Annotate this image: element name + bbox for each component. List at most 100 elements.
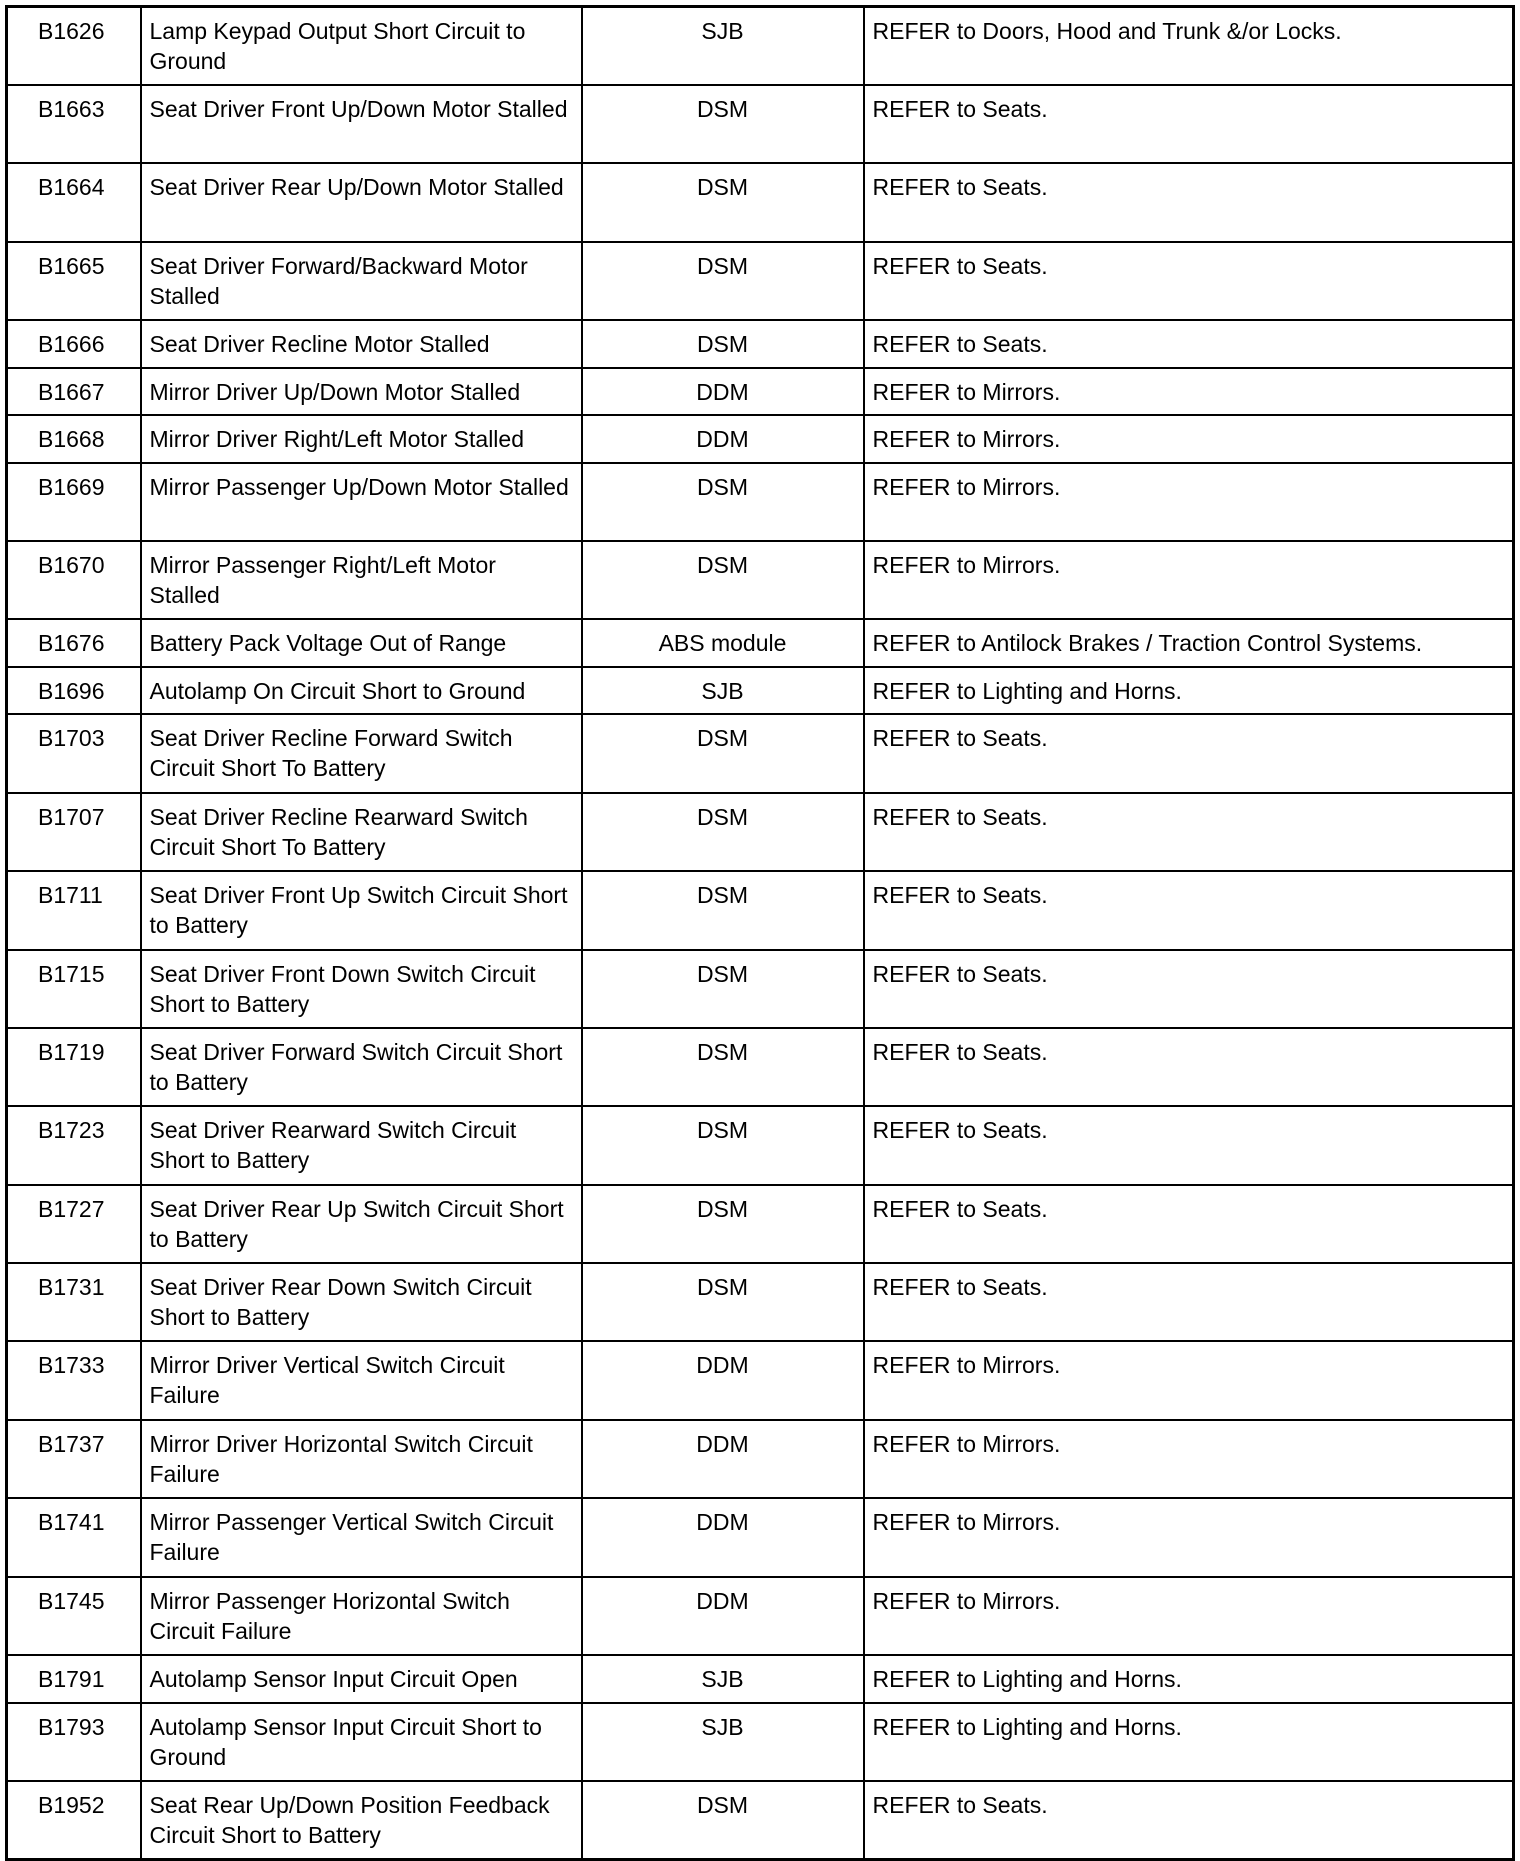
dtc-action: REFER to Mirrors.: [862, 539, 1515, 621]
dtc-description: Mirror Passenger Right/Left Motor Stalle…: [139, 539, 583, 621]
dtc-description: Autolamp Sensor Input Circuit Open: [139, 1654, 583, 1704]
table-row: B1719 Seat Driver Forward Switch Circuit …: [5, 1026, 1515, 1108]
dtc-code: B1668: [5, 414, 142, 464]
table-row: B1664 Seat Driver Rear Up/Down Motor Stal…: [5, 162, 1515, 243]
dtc-code: B1731: [5, 1262, 142, 1343]
dtc-code: B1719: [5, 1026, 142, 1108]
dtc-action: REFER to Lighting and Horns.: [862, 1701, 1515, 1782]
table-row: B1711 Seat Driver Front Up Switch Circuit…: [5, 870, 1515, 951]
dtc-description: Autolamp On Circuit Short to Ground: [139, 665, 583, 716]
dtc-module: DDM: [580, 1497, 865, 1578]
dtc-action: REFER to Seats.: [862, 1262, 1515, 1343]
dtc-description: Seat Driver Rear Up/Down Motor Stalled: [139, 162, 583, 243]
dtc-code: B1793: [5, 1701, 142, 1782]
dtc-table: B1626 Lamp Keypad Output Short Circuit to…: [5, 5, 1515, 1861]
table-row: B1669 Mirror Passenger Up/Down Motor Stal…: [5, 461, 1515, 542]
dtc-description: Seat Driver Rear Up Switch Circuit Short…: [139, 1183, 583, 1265]
dtc-code: B1669: [5, 461, 142, 542]
dtc-module: DSM: [580, 713, 865, 794]
table-row: B1737 Mirror Driver Horizontal Switch Cir…: [5, 1418, 1515, 1500]
dtc-description: Seat Driver Front Up/Down Motor Stalled: [139, 83, 583, 165]
table-row: B1667 Mirror Driver Up/Down Motor Stalled…: [5, 366, 1515, 417]
dtc-action: REFER to Mirrors.: [862, 1575, 1515, 1657]
dtc-module: DSM: [580, 1183, 865, 1265]
dtc-action: REFER to Doors, Hood and Trunk &/or Lock…: [862, 5, 1515, 86]
dtc-code: B1663: [5, 83, 142, 165]
dtc-code: B1665: [5, 240, 142, 322]
dtc-action: REFER to Mirrors.: [862, 461, 1515, 542]
dtc-description: Mirror Passenger Up/Down Motor Stalled: [139, 461, 583, 542]
dtc-code: B1737: [5, 1418, 142, 1500]
dtc-description: Seat Driver Forward Switch Circuit Short…: [139, 1026, 583, 1108]
dtc-description: Seat Driver Forward/Backward Motor Stall…: [139, 240, 583, 322]
dtc-description: Seat Driver Recline Motor Stalled: [139, 319, 583, 369]
dtc-description: Mirror Driver Horizontal Switch Circuit …: [139, 1418, 583, 1500]
dtc-module: ABS module: [580, 618, 865, 668]
dtc-code: B1741: [5, 1497, 142, 1578]
dtc-module: SJB: [580, 1654, 865, 1704]
dtc-code: B1666: [5, 319, 142, 369]
dtc-module: DSM: [580, 240, 865, 322]
dtc-action: REFER to Mirrors.: [862, 1497, 1515, 1578]
dtc-code: B1696: [5, 665, 142, 716]
dtc-module: SJB: [580, 5, 865, 86]
dtc-module: DSM: [580, 948, 865, 1029]
dtc-code: B1667: [5, 366, 142, 417]
dtc-action: REFER to Mirrors.: [862, 1340, 1515, 1421]
dtc-action: REFER to Seats.: [862, 713, 1515, 794]
dtc-action: REFER to Antilock Brakes / Traction Cont…: [862, 618, 1515, 668]
dtc-action: REFER to Seats.: [862, 870, 1515, 951]
dtc-action: REFER to Seats.: [862, 1105, 1515, 1186]
dtc-action: REFER to Seats.: [862, 1183, 1515, 1265]
table-row: B1703 Seat Driver Recline Forward Switch …: [5, 713, 1515, 794]
dtc-module: DDM: [580, 366, 865, 417]
dtc-module: DSM: [580, 162, 865, 243]
dtc-code: B1676: [5, 618, 142, 668]
dtc-table-body: B1626 Lamp Keypad Output Short Circuit to…: [5, 5, 1515, 1861]
table-row: B1663 Seat Driver Front Up/Down Motor Sta…: [5, 83, 1515, 165]
dtc-description: Autolamp Sensor Input Circuit Short to G…: [139, 1701, 583, 1782]
dtc-description: Mirror Driver Right/Left Motor Stalled: [139, 414, 583, 464]
table-row: B1707 Seat Driver Recline Rearward Switch…: [5, 791, 1515, 873]
dtc-code: B1723: [5, 1105, 142, 1186]
dtc-description: Battery Pack Voltage Out of Range: [139, 618, 583, 668]
dtc-code: B1733: [5, 1340, 142, 1421]
dtc-action: REFER to Lighting and Horns.: [862, 1654, 1515, 1704]
dtc-code: B1626: [5, 5, 142, 86]
table-row: B1952 Seat Rear Up/Down Position Feedback…: [5, 1779, 1515, 1861]
dtc-action: REFER to Mirrors.: [862, 414, 1515, 464]
table-row: B1731 Seat Driver Rear Down Switch Circui…: [5, 1262, 1515, 1343]
dtc-action: REFER to Seats.: [862, 319, 1515, 369]
table-row: B1727 Seat Driver Rear Up Switch Circuit …: [5, 1183, 1515, 1265]
dtc-action: REFER to Lighting and Horns.: [862, 665, 1515, 716]
dtc-action: REFER to Seats.: [862, 162, 1515, 243]
dtc-action: REFER to Seats.: [862, 1026, 1515, 1108]
dtc-module: DSM: [580, 870, 865, 951]
table-row: B1665 Seat Driver Forward/Backward Motor …: [5, 240, 1515, 322]
table-row: B1676 Battery Pack Voltage Out of Range AB…: [5, 618, 1515, 668]
dtc-description: Seat Driver Recline Forward Switch Circu…: [139, 713, 583, 794]
dtc-module: DDM: [580, 1418, 865, 1500]
dtc-module: DSM: [580, 1026, 865, 1108]
dtc-module: DSM: [580, 1262, 865, 1343]
table-row: B1626 Lamp Keypad Output Short Circuit to…: [5, 5, 1515, 86]
dtc-action: REFER to Seats.: [862, 83, 1515, 165]
dtc-module: SJB: [580, 665, 865, 716]
dtc-code: B1727: [5, 1183, 142, 1265]
dtc-description: Seat Driver Front Up Switch Circuit Shor…: [139, 870, 583, 951]
dtc-description: Seat Rear Up/Down Position Feedback Circ…: [139, 1779, 583, 1861]
table-row: B1791 Autolamp Sensor Input Circuit Open S…: [5, 1654, 1515, 1704]
dtc-code: B1791: [5, 1654, 142, 1704]
dtc-description: Seat Driver Recline Rearward Switch Circ…: [139, 791, 583, 873]
dtc-module: DSM: [580, 539, 865, 621]
dtc-description: Mirror Passenger Horizontal Switch Circu…: [139, 1575, 583, 1657]
dtc-code: B1711: [5, 870, 142, 951]
table-row: B1733 Mirror Driver Vertical Switch Circu…: [5, 1340, 1515, 1421]
dtc-description: Seat Driver Rearward Switch Circuit Shor…: [139, 1105, 583, 1186]
dtc-module: DSM: [580, 83, 865, 165]
dtc-module: DSM: [580, 461, 865, 542]
dtc-module: DSM: [580, 319, 865, 369]
dtc-description: Mirror Driver Up/Down Motor Stalled: [139, 366, 583, 417]
dtc-description: Seat Driver Front Down Switch Circuit Sh…: [139, 948, 583, 1029]
table-row: B1696 Autolamp On Circuit Short to Ground…: [5, 665, 1515, 716]
